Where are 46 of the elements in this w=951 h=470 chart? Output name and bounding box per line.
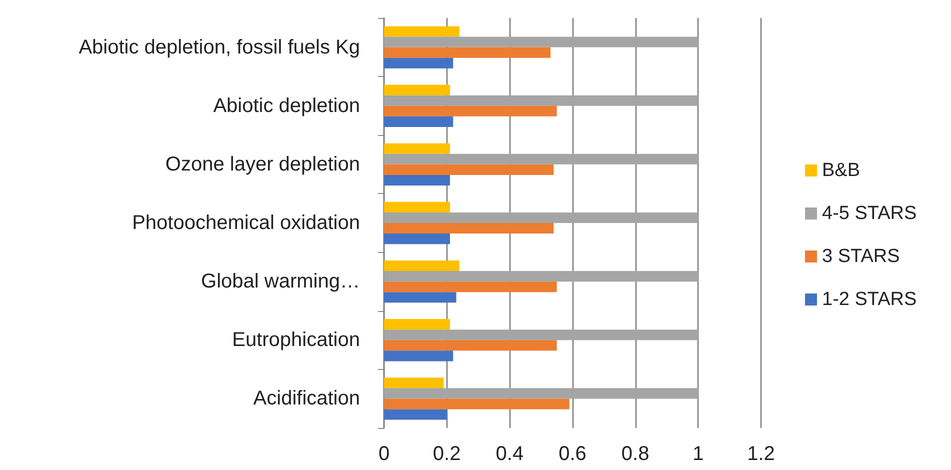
y-tick-label: Photoochemical oxidation xyxy=(132,212,360,234)
bar xyxy=(384,36,698,48)
bar xyxy=(384,260,460,272)
bar xyxy=(384,223,554,234)
bar xyxy=(384,350,454,362)
bar xyxy=(384,398,570,410)
y-tick-label: Global warming… xyxy=(201,270,360,293)
legend-label: B&B xyxy=(822,160,860,181)
x-tick-label: 0.2 xyxy=(432,443,461,465)
bar xyxy=(384,58,454,68)
bar xyxy=(384,95,698,106)
bar xyxy=(384,154,698,164)
x-tick-label: 0.8 xyxy=(621,443,650,465)
bar xyxy=(384,271,698,282)
y-tick-label: Ozone layer depletion xyxy=(165,153,360,176)
bar xyxy=(384,330,698,340)
bar xyxy=(384,292,456,303)
legend-label: 4-5 STARS xyxy=(822,203,917,224)
bar xyxy=(384,84,450,96)
y-tick-label: Acidification xyxy=(253,388,360,410)
bar xyxy=(384,116,454,127)
bar xyxy=(384,212,698,223)
bar xyxy=(384,164,554,175)
bar xyxy=(384,26,460,37)
bar xyxy=(384,106,557,116)
x-tick-label: 1.2 xyxy=(747,443,775,465)
bar xyxy=(384,282,557,292)
x-tick-label: 0.4 xyxy=(496,443,524,465)
y-tick-label: Abiotic depletion, fossil fuels Kg xyxy=(78,36,360,58)
bar xyxy=(384,143,450,154)
x-tick-label: 0.6 xyxy=(558,443,586,465)
bar xyxy=(384,378,444,388)
bar xyxy=(384,47,551,58)
bar xyxy=(384,234,450,244)
bar xyxy=(384,409,447,420)
legend-label: 1-2 STARS xyxy=(822,289,917,310)
bar xyxy=(384,202,450,212)
bar xyxy=(384,388,698,399)
y-tick-label: Eutrophication xyxy=(232,329,360,352)
x-tick-label: 1 xyxy=(692,443,704,465)
x-tick-label: 0 xyxy=(378,443,390,465)
y-tick-label: Abiotic depletion xyxy=(213,94,360,117)
bar xyxy=(384,340,557,351)
bar xyxy=(384,319,450,330)
legend-label: 3 STARS xyxy=(822,246,900,267)
bar xyxy=(384,174,450,186)
